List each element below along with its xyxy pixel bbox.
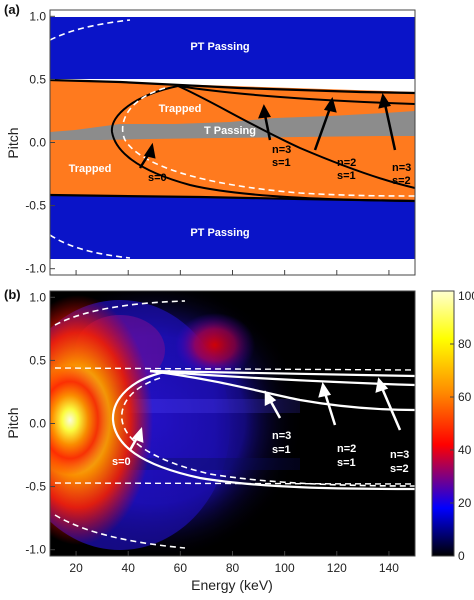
dashed-boundary-upper-b — [54, 367, 415, 371]
colorbar-tick-label: 20 — [458, 496, 472, 510]
trapped-upper-label: Trapped — [159, 103, 202, 115]
label-n2s1-a-n: n=2 — [337, 157, 356, 169]
x-tick-label: 80 — [226, 561, 240, 575]
label-n3s1-b-s: s=1 — [272, 444, 291, 456]
panel-b: s=0 n=3 s=1 n=2 s=1 n=3 s=2 1.0 0.5 0.0 -0.… — [4, 287, 474, 593]
annotation-arrows-b — [128, 377, 402, 451]
colorbar-tick-label: 60 — [458, 390, 472, 404]
y-tick-label: 0.5 — [29, 353, 46, 367]
trapped-region — [50, 80, 415, 200]
curve-labels-b: s=0 n=3 s=1 n=2 s=1 n=3 s=2 — [112, 430, 409, 475]
dashed-boundary-lower-b — [54, 482, 415, 485]
y-tick-label: -1.0 — [25, 262, 46, 276]
colorbar-ticks: 100 80 60 40 20 0 — [450, 289, 474, 563]
x-tick-label: 20 — [69, 561, 83, 575]
n2s1-curve-a — [177, 85, 415, 189]
colorbar-tick-label: 80 — [458, 337, 472, 351]
dashed-boundary-bottom-a — [50, 234, 131, 259]
label-n3s2-b-s: s=2 — [390, 463, 409, 475]
label-n2s1-b-s: s=1 — [337, 457, 356, 469]
y-axis-title-b: Pitch — [5, 407, 21, 438]
trapped-upper-boundary — [50, 78, 415, 95]
label-n3s2-b-n: n=3 — [390, 449, 409, 461]
dashed-boundary-mid-b — [120, 377, 415, 487]
label-n3s2-a-s: s=2 — [392, 175, 411, 187]
y-tick-label: 0.0 — [29, 136, 46, 150]
y-axis-title-a: Pitch — [5, 127, 21, 158]
colorbar-tick-label: 100 — [458, 289, 474, 303]
y-tick-label: -1.0 — [25, 543, 46, 557]
heatmap — [50, 291, 415, 556]
label-n2s1-b-n: n=2 — [337, 443, 356, 455]
label-n2s1-a-s: s=1 — [337, 170, 356, 182]
ticks-a: 1.0 0.5 0.0 -0.5 -1.0 — [25, 9, 390, 276]
pt-passing-bottom-label: PT Passing — [190, 227, 249, 239]
annotation-arrows-a — [138, 93, 397, 169]
panel-label-a: (a) — [4, 2, 20, 17]
dashed-boundary-bottom-b — [54, 514, 186, 549]
pt-passing-top-label: PT Passing — [190, 41, 249, 53]
label-s0-a: s=0 — [148, 172, 167, 184]
dashed-boundary-top-b — [54, 300, 186, 326]
trapped-lower-label: Trapped — [69, 163, 112, 175]
t-passing-band — [50, 111, 415, 140]
x-tick-label: 60 — [174, 561, 188, 575]
label-s0-b: s=0 — [112, 456, 131, 468]
colorbar-tick-label: 0 — [458, 549, 465, 563]
label-n3s1-a-s: s=1 — [272, 157, 291, 169]
y-tick-label: -0.5 — [25, 199, 46, 213]
label-n3s2-a-n: n=3 — [392, 162, 411, 174]
x-axis-title: Energy (keV) — [191, 577, 273, 593]
x-tick-label: 120 — [327, 561, 347, 575]
panel-a: PT Passing Trapped T Passing Trapped PT … — [4, 2, 416, 276]
n3s2-curve-b — [149, 369, 415, 378]
label-n3s1-a-n: n=3 — [272, 144, 291, 156]
s0-boundary-curve-b — [111, 369, 415, 491]
dashed-boundary-top-a — [50, 19, 131, 41]
y-tick-label: 0.5 — [29, 72, 46, 86]
dashed-boundary-mid-a — [121, 87, 415, 197]
pt-passing-top-region — [50, 17, 415, 79]
pt-passing-bottom-region — [50, 196, 415, 259]
x-tick-label: 100 — [275, 561, 295, 575]
panel-label-b: (b) — [4, 287, 21, 302]
x-tick-label: 40 — [122, 561, 136, 575]
s0-boundary-curve-a — [110, 85, 415, 202]
y-tick-label: 1.0 — [29, 290, 46, 304]
y-tick-label: 0.0 — [29, 417, 46, 431]
colorbar — [431, 290, 455, 557]
label-n3s1-b-n: n=3 — [272, 430, 291, 442]
t-passing-label: T Passing — [204, 125, 256, 137]
y-tick-label: 1.0 — [29, 9, 46, 23]
curve-labels-a: s=0 n=3 s=1 n=2 s=1 n=3 s=2 — [148, 144, 411, 187]
y-tick-label: -0.5 — [25, 480, 46, 494]
x-tick-label: 140 — [379, 561, 399, 575]
n3s1-curve-a — [177, 85, 415, 105]
ticks-b: 1.0 0.5 0.0 -0.5 -1.0 20 40 60 80 100 120 140 — [25, 290, 399, 575]
colorbar-tick-label: 40 — [458, 443, 472, 457]
n2s1-curve-b — [149, 369, 415, 412]
